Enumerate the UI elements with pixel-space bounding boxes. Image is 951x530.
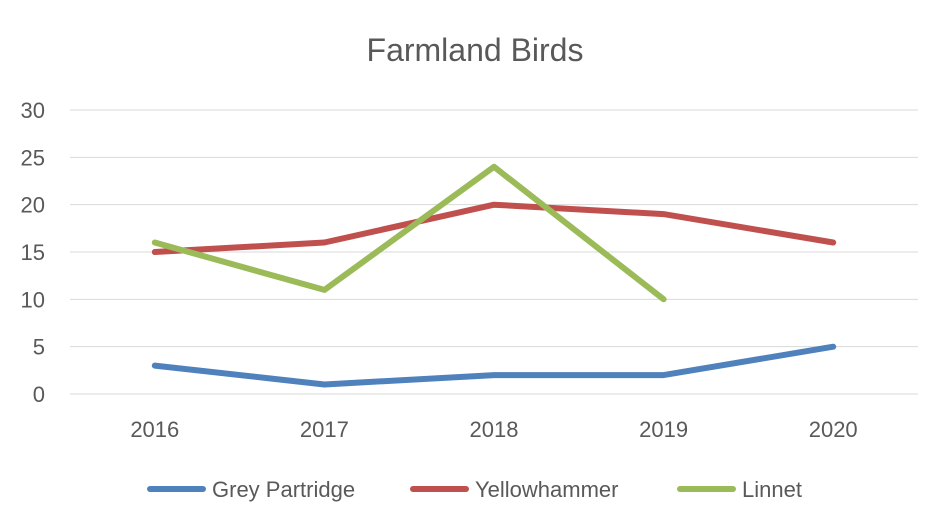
x-tick-label: 2017: [300, 417, 349, 442]
x-tick-label: 2016: [130, 417, 179, 442]
x-tick-label: 2018: [470, 417, 519, 442]
legend: Grey Partridge Yellowhammer Linnet: [147, 477, 802, 502]
y-tick-label: 15: [21, 240, 45, 265]
y-tick-label: 5: [33, 335, 45, 360]
y-axis-ticks: 0 5 10 15 20 25 30: [21, 98, 45, 407]
series-lines: [151, 163, 837, 388]
y-tick-label: 20: [21, 193, 45, 218]
series-line-linnet: [151, 163, 667, 303]
legend-label-linnet: Linnet: [742, 477, 802, 502]
y-tick-label: 0: [33, 382, 45, 407]
y-tick-label: 10: [21, 287, 45, 312]
chart-title: Farmland Birds: [367, 32, 584, 68]
series-line-yellowhammer: [151, 201, 837, 255]
legend-label-grey-partridge: Grey Partridge: [212, 477, 355, 502]
y-tick-label: 30: [21, 98, 45, 123]
y-tick-label: 25: [21, 145, 45, 170]
legend-label-yellowhammer: Yellowhammer: [475, 477, 618, 502]
x-axis-ticks: 2016 2017 2018 2019 2020: [130, 417, 857, 442]
x-tick-label: 2019: [639, 417, 688, 442]
x-tick-label: 2020: [809, 417, 858, 442]
series-line-grey-partridge: [151, 343, 837, 388]
